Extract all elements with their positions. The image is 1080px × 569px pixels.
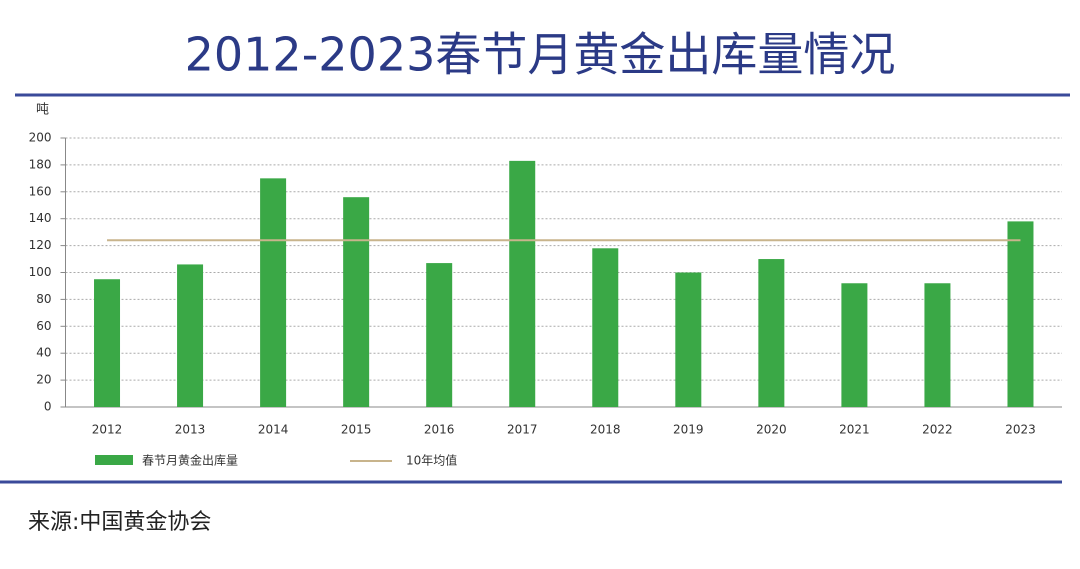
x-tick-label: 2017	[507, 423, 538, 437]
x-tick-label: 2018	[590, 423, 621, 437]
y-tick-label: 20	[36, 373, 51, 387]
x-tick-label: 2014	[258, 423, 289, 437]
y-tick-label: 180	[29, 157, 52, 171]
bar	[343, 197, 370, 407]
x-tick-label: 2021	[839, 423, 870, 437]
bar	[924, 283, 951, 407]
y-tick-label: 120	[29, 238, 52, 252]
legend-swatch	[95, 455, 133, 465]
x-tick-label: 2013	[175, 423, 206, 437]
bar	[675, 272, 702, 407]
y-tick-label: 40	[36, 346, 51, 360]
y-tick-label: 60	[36, 319, 51, 333]
bar	[592, 248, 619, 407]
bar	[1007, 221, 1034, 407]
y-tick-label: 200	[29, 131, 52, 145]
y-tick-label: 160	[29, 184, 52, 198]
x-tick-label: 2022	[922, 423, 953, 437]
x-tick-label: 2020	[756, 423, 787, 437]
x-tick-label: 2015	[341, 423, 372, 437]
bar	[509, 160, 536, 407]
bar	[260, 178, 287, 407]
y-tick-label: 140	[29, 211, 52, 225]
x-tick-label: 2016	[424, 423, 455, 437]
chart-title: 2012-2023春节月黄金出库量情况	[185, 28, 896, 82]
x-tick-label: 2023	[1005, 423, 1036, 437]
bar	[94, 279, 121, 407]
source: 来源:中国黄金协会	[28, 510, 211, 535]
y-tick-label: 100	[29, 265, 52, 279]
x-tick-label: 2012	[92, 423, 123, 437]
bar	[177, 264, 204, 407]
y-tick-label: 80	[36, 292, 51, 306]
legend-label: 春节月黄金出库量	[142, 453, 238, 468]
y-tick-label: 0	[44, 400, 52, 414]
x-tick-label: 2019	[673, 423, 704, 437]
y-axis-label: 吨	[36, 103, 49, 118]
bar	[841, 283, 868, 407]
legend-label: 10年均值	[406, 453, 457, 468]
bar	[758, 259, 785, 407]
bar	[426, 263, 453, 407]
